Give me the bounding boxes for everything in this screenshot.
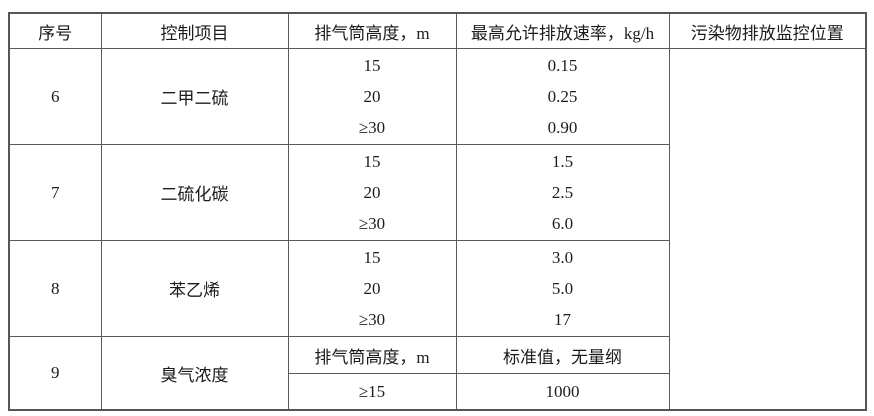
emission-rate-value: 1.5 — [551, 152, 574, 171]
emission-rate-value: 5.0 — [551, 279, 574, 298]
emission-rate-value: 3.0 — [551, 248, 574, 267]
stack-height-value: 20 — [363, 183, 381, 202]
row-number-cell: 6 — [8, 48, 102, 145]
table-row: ≥15 1000 — [9, 373, 866, 411]
emission-rate-value: 2.5 — [551, 183, 574, 202]
table-row: 7 二硫化碳 15 20 ≥30 1.5 2.5 6.0 — [8, 144, 866, 241]
header-control-item: 控制项目 — [100, 12, 289, 49]
stack-height-value: ≥30 — [358, 118, 386, 137]
stack-height-value: ≥30 — [358, 310, 386, 329]
emission-limits-table: 序号 控制项目 排气筒高度，m 最高允许排放速率，kg/h 污染物排放监控位置 … — [8, 12, 867, 411]
table-row: 6 二甲二硫 15 20 ≥30 0.15 0.25 0.90 — [8, 48, 867, 411]
header-monitoring-location: 污染物排放监控位置 — [668, 12, 867, 49]
stack-height-value: 20 — [363, 87, 381, 106]
control-item-cell: 苯乙烯 — [100, 240, 289, 337]
emission-rate-value: 6.0 — [551, 214, 574, 233]
table-header-row: 序号 控制项目 排气筒高度，m 最高允许排放速率，kg/h 污染物排放监控位置 — [8, 12, 867, 49]
row-number-cell: 7 — [8, 144, 102, 241]
table-row: 9 臭气浓度 排气筒高度，m 标准值，无量纲 — [8, 336, 866, 411]
header-stack-height: 排气筒高度，m — [287, 12, 457, 49]
emission-rate-value: 17 — [554, 310, 571, 329]
control-item-cell: 臭气浓度 — [100, 336, 289, 411]
odor-subheader-standard: 标准值，无量纲 — [455, 336, 670, 374]
stack-height-value: ≥30 — [358, 214, 386, 233]
odor-standard-value: 1000 — [455, 373, 670, 411]
stack-height-cell: 15 20 ≥30 — [287, 48, 457, 145]
odor-subheader-height: 排气筒高度，m — [287, 336, 457, 374]
stack-height-value: 20 — [363, 279, 381, 298]
stack-height-value: 15 — [363, 152, 381, 171]
monitoring-location-cell — [668, 48, 867, 411]
emission-rate-cell: 1.5 2.5 6.0 — [455, 144, 670, 241]
stack-height-value: 15 — [363, 248, 381, 267]
row-number-cell: 9 — [8, 336, 102, 411]
emission-rate-cell: 0.15 0.25 0.90 — [455, 48, 670, 145]
emission-rate-value: 0.25 — [547, 87, 578, 106]
stack-height-value: 15 — [363, 56, 381, 75]
control-item-cell: 二甲二硫 — [100, 48, 289, 145]
emission-rate-value: 0.90 — [547, 118, 578, 137]
row-number-cell: 8 — [8, 240, 102, 337]
header-serial-number: 序号 — [8, 12, 102, 49]
stack-height-cell: 15 20 ≥30 — [287, 240, 457, 337]
stack-height-cell: 15 20 ≥30 — [287, 144, 457, 241]
table-row: 8 苯乙烯 15 20 ≥30 3.0 5.0 17 — [8, 240, 866, 337]
control-item-cell: 二硫化碳 — [100, 144, 289, 241]
odor-height-value: ≥15 — [287, 373, 457, 411]
header-max-emission-rate: 最高允许排放速率，kg/h — [455, 12, 670, 49]
emission-rate-cell: 3.0 5.0 17 — [455, 240, 670, 337]
emission-rate-value: 0.15 — [547, 56, 578, 75]
